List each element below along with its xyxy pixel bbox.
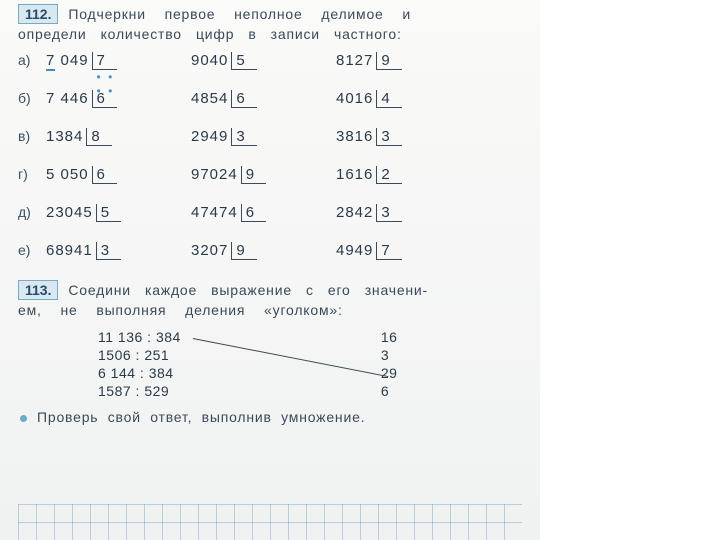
division-problem: 474746 bbox=[191, 204, 286, 222]
divisor: 7 bbox=[92, 52, 117, 70]
dividend: 5 050 bbox=[46, 166, 91, 183]
divisor: 9 bbox=[376, 52, 401, 70]
dividend: 23045 bbox=[46, 204, 95, 221]
division-problem: 689413 bbox=[46, 242, 141, 260]
problems-group: 5 0506 970249 16162 bbox=[46, 166, 522, 184]
task-text: Подчеркни первое неполное делимое и bbox=[68, 6, 411, 22]
dividend: 8127 bbox=[336, 52, 375, 69]
dividend: 3207 bbox=[191, 242, 230, 259]
dividend: 68941 bbox=[46, 242, 95, 259]
divisor: 7 bbox=[376, 242, 401, 260]
divisor: 6 bbox=[92, 90, 117, 108]
divisor: 4 bbox=[376, 90, 401, 108]
division-problem: 970249 bbox=[191, 166, 286, 184]
check-text: Проверь свой ответ, выполнив умножение. bbox=[37, 408, 365, 428]
problem-row: а)7 0497• • • • 90405 81279 bbox=[18, 52, 522, 70]
divisor: 5 bbox=[231, 52, 256, 70]
blank-area bbox=[540, 0, 720, 540]
dividend: 4016 bbox=[336, 90, 375, 107]
division-problem: 7 4466 bbox=[46, 90, 141, 108]
divisor: 3 bbox=[231, 128, 256, 146]
divisor: 6 bbox=[231, 90, 256, 108]
row-label: д) bbox=[18, 204, 46, 220]
dividend: 47474 bbox=[191, 204, 240, 221]
division-problem: 81279 bbox=[336, 52, 431, 70]
division-problem: 5 0506 bbox=[46, 166, 141, 184]
expressions-column: 11 136 : 3841506 : 2516 144 : 3841587 : … bbox=[98, 328, 181, 400]
task-text-line2: определи количество цифр в записи частно… bbox=[18, 25, 522, 45]
problem-row: г)5 0506 970249 16162 bbox=[18, 166, 522, 184]
expression: 6 144 : 384 bbox=[98, 364, 181, 382]
problems-group: 138482949338163 bbox=[46, 128, 522, 146]
problem-row: б)7 44664854640164 bbox=[18, 90, 522, 108]
divisor: 6 bbox=[241, 204, 266, 222]
divisor: 3 bbox=[96, 242, 121, 260]
connection-line bbox=[193, 338, 388, 377]
value: 16 bbox=[381, 328, 398, 346]
bullet-icon bbox=[20, 415, 27, 422]
divisor: 5 bbox=[96, 204, 121, 222]
division-problem: 29493 bbox=[191, 128, 286, 146]
division-problem: 16162 bbox=[336, 166, 431, 184]
division-problem: 32079 bbox=[191, 242, 286, 260]
dividend: 2949 bbox=[191, 128, 230, 145]
division-problem: 28423 bbox=[336, 204, 431, 222]
division-problem: 38163 bbox=[336, 128, 431, 146]
division-problem: 48546 bbox=[191, 90, 286, 108]
values-column: 163296 bbox=[381, 328, 398, 400]
dividend: 1384 bbox=[46, 128, 85, 145]
problems-group: 7 0497• • • • 90405 81279 bbox=[46, 52, 522, 70]
row-label: е) bbox=[18, 242, 46, 258]
dividend: 97024 bbox=[191, 166, 240, 183]
dividend: 2842 bbox=[336, 204, 375, 221]
divisor: 9 bbox=[231, 242, 256, 260]
problems-group: 7 44664854640164 bbox=[46, 90, 522, 108]
textbook-page: 112. Подчеркни первое неполное делимое и… bbox=[0, 0, 540, 540]
dividend: 3816 bbox=[336, 128, 375, 145]
divisor: 9 bbox=[241, 166, 266, 184]
task-text-line2: ем, не выполняя деления «уголком»: bbox=[18, 301, 522, 321]
row-label: а) bbox=[18, 52, 46, 68]
grid-area bbox=[18, 504, 522, 540]
dividend: 4854 bbox=[191, 90, 230, 107]
check-instruction: Проверь свой ответ, выполнив умножение. bbox=[18, 408, 522, 428]
division-problem: 7 0497• • • • bbox=[46, 52, 141, 70]
division-problem: 40164 bbox=[336, 90, 431, 108]
problem-row: е)689413 32079 49497 bbox=[18, 242, 522, 260]
divisor: 3 bbox=[376, 204, 401, 222]
value: 3 bbox=[381, 346, 398, 364]
row-label: г) bbox=[18, 166, 46, 182]
task-112-rows: а)7 0497• • • •9040581279б)7 44664854640… bbox=[18, 52, 522, 260]
divisor: 8 bbox=[86, 128, 111, 146]
dividend: 7 446 bbox=[46, 90, 91, 107]
task-112-header: 112. Подчеркни первое неполное делимое и… bbox=[18, 4, 522, 44]
problems-group: 689413 32079 49497 bbox=[46, 242, 522, 260]
problems-group: 230455 474746 28423 bbox=[46, 204, 522, 222]
dividend: 9040 bbox=[191, 52, 230, 69]
division-problem: 49497 bbox=[336, 242, 431, 260]
task-text: Соедини каждое выражение с его значени- bbox=[68, 282, 428, 298]
value: 29 bbox=[381, 364, 398, 382]
task-number-badge: 112. bbox=[18, 4, 58, 24]
expression: 1506 : 251 bbox=[98, 346, 181, 364]
expression: 11 136 : 384 bbox=[98, 328, 181, 346]
task-number-badge: 113. bbox=[18, 280, 58, 300]
task-113-header: 113. Соедини каждое выражение с его знач… bbox=[18, 280, 522, 320]
dividend: 7 049 bbox=[46, 52, 91, 69]
value: 6 bbox=[381, 382, 398, 400]
divisor: 3 bbox=[376, 128, 401, 146]
problem-row: в)138482949338163 bbox=[18, 128, 522, 146]
row-label: в) bbox=[18, 128, 46, 144]
task-113-body: 11 136 : 3841506 : 2516 144 : 3841587 : … bbox=[18, 328, 522, 400]
problem-row: д)230455 474746 28423 bbox=[18, 204, 522, 222]
division-problem: 90405 bbox=[191, 52, 286, 70]
divisor: 2 bbox=[376, 166, 401, 184]
division-problem: 230455 bbox=[46, 204, 141, 222]
dividend: 1616 bbox=[336, 166, 375, 183]
row-label: б) bbox=[18, 90, 46, 106]
divisor: 6 bbox=[92, 166, 117, 184]
expression: 1587 : 529 bbox=[98, 382, 181, 400]
dividend: 4949 bbox=[336, 242, 375, 259]
division-problem: 13848 bbox=[46, 128, 141, 146]
